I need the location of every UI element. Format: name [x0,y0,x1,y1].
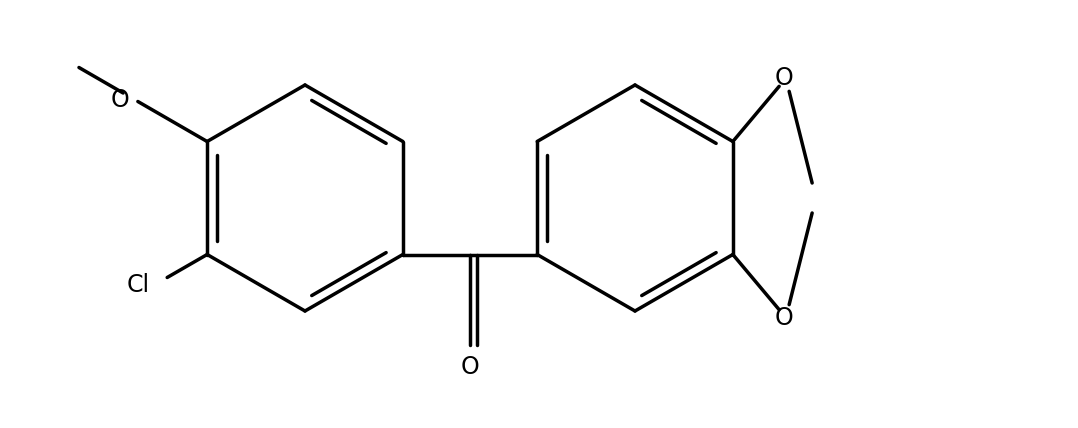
Text: Cl: Cl [127,273,150,297]
Text: O: O [775,306,793,330]
Text: O: O [775,66,793,90]
Text: O: O [460,354,480,378]
Text: O: O [111,87,129,112]
